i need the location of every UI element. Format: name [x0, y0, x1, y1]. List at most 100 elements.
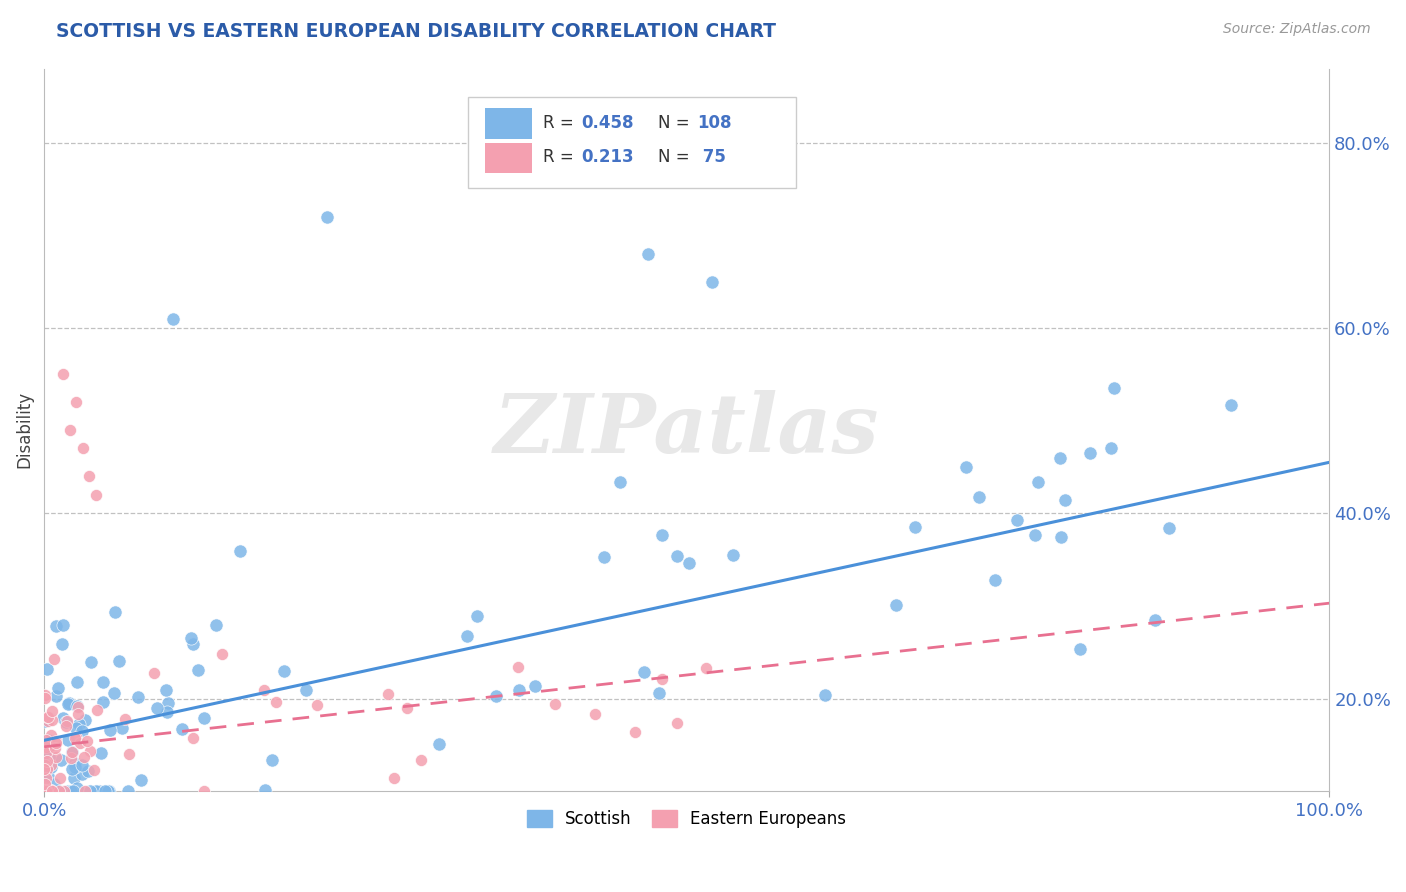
Point [508, 683, 530, 698]
Point [315, 210, 337, 224]
Point [41, 759, 63, 773]
Point [609, 475, 631, 489]
Point [73, 750, 96, 764]
Point [63, 760, 86, 774]
Text: 108: 108 [697, 113, 731, 132]
Text: SCOTTISH VS EASTERN EUROPEAN DISABILITY CORRELATION CHART: SCOTTISH VS EASTERN EUROPEAN DISABILITY … [56, 22, 776, 41]
Point [35, 732, 58, 747]
Legend: Scottish, Eastern Europeans: Scottish, Eastern Europeans [520, 804, 853, 835]
Point [52, 618, 75, 632]
Point [180, 632, 202, 646]
Point [34, 739, 56, 754]
Point [181, 731, 204, 746]
Point [39, 757, 62, 772]
Text: ZIPatlas: ZIPatlas [494, 390, 879, 470]
Text: 75: 75 [697, 148, 725, 167]
Point [41, 784, 63, 798]
Point [41, 713, 63, 727]
Point [32, 784, 55, 798]
Point [55, 714, 77, 729]
Point [94, 784, 117, 798]
Point [35, 784, 58, 798]
FancyBboxPatch shape [485, 108, 533, 138]
Point [91, 675, 114, 690]
Point [117, 784, 139, 798]
Point [65, 731, 87, 745]
Point [181, 637, 204, 651]
Point [211, 647, 233, 661]
Point [1102, 381, 1125, 395]
Point [66, 699, 89, 714]
Point [37, 714, 59, 729]
Point [193, 784, 215, 798]
Point [49, 771, 72, 785]
Point [651, 527, 673, 541]
Point [37, 770, 59, 784]
Point [967, 490, 990, 504]
Point [34, 690, 56, 705]
Point [34, 784, 56, 798]
Point [79, 784, 101, 798]
Point [49, 753, 72, 767]
Point [42, 651, 65, 665]
Point [51, 637, 73, 651]
Point [382, 772, 405, 786]
Point [35, 771, 58, 785]
Point [1024, 527, 1046, 541]
Point [229, 544, 252, 558]
Point [66, 699, 89, 714]
Point [45, 690, 67, 704]
Point [77, 469, 100, 483]
Point [37, 710, 59, 724]
Point [456, 629, 478, 643]
Point [583, 707, 606, 722]
Point [79, 743, 101, 757]
Point [544, 697, 567, 711]
Point [75, 784, 97, 798]
Point [467, 608, 489, 623]
Point [1219, 398, 1241, 412]
Point [1069, 642, 1091, 657]
Point [409, 753, 432, 767]
Point [260, 754, 283, 768]
Point [702, 275, 724, 289]
Point [633, 665, 655, 679]
Point [155, 682, 177, 697]
Point [98, 784, 121, 798]
Point [305, 698, 328, 713]
Point [39, 727, 62, 741]
Point [35, 709, 58, 723]
Point [524, 680, 547, 694]
Point [63, 756, 86, 771]
Text: 0.458: 0.458 [581, 113, 634, 132]
Point [86, 703, 108, 717]
Point [127, 690, 149, 704]
FancyBboxPatch shape [468, 97, 796, 188]
Point [53, 784, 76, 798]
Point [56, 697, 79, 711]
Point [146, 701, 169, 715]
Point [37, 733, 59, 747]
Point [295, 682, 318, 697]
FancyBboxPatch shape [485, 143, 533, 173]
Point [34, 714, 56, 728]
Point [193, 711, 215, 725]
Text: N =: N = [658, 113, 696, 132]
Point [665, 716, 688, 731]
Point [34, 757, 56, 772]
Point [904, 520, 927, 534]
Point [678, 556, 700, 570]
Text: N =: N = [658, 148, 696, 167]
Point [143, 665, 166, 680]
Point [648, 686, 671, 700]
Point [35, 746, 58, 760]
Point [814, 688, 837, 702]
Point [273, 664, 295, 678]
Point [34, 777, 56, 791]
Point [59, 423, 82, 437]
Point [45, 750, 67, 764]
Point [118, 747, 141, 761]
Text: 0.213: 0.213 [581, 148, 634, 167]
Point [156, 705, 179, 719]
Point [52, 368, 75, 382]
